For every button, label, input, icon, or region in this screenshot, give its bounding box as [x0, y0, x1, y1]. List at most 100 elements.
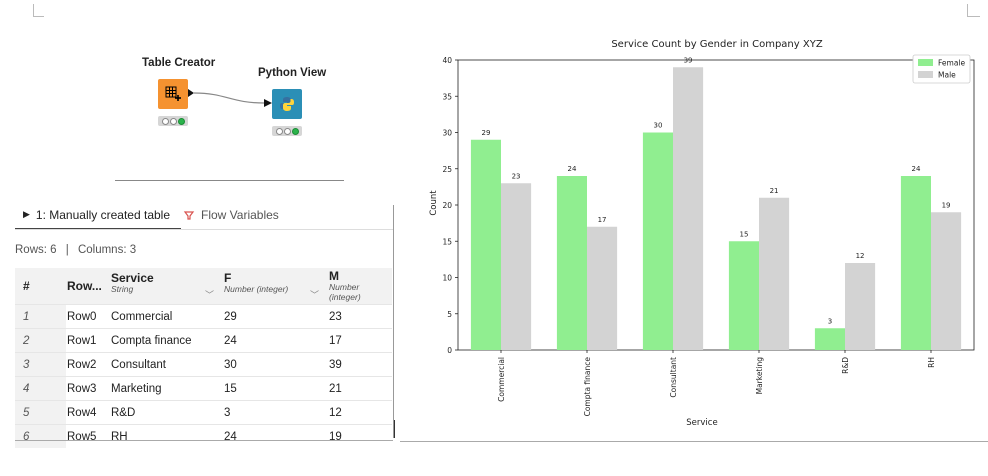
x-axis-label: Service — [686, 418, 717, 428]
cell-service: Commercial — [110, 304, 223, 329]
header-rowid[interactable]: Row... — [66, 268, 110, 305]
data-label: 39 — [684, 56, 693, 64]
table-plus-icon — [165, 86, 181, 101]
cell-index: 3 — [15, 352, 66, 377]
chevron-down-icon[interactable]: ﹀ — [204, 289, 214, 300]
table-row[interactable]: 2 Row1 Compta finance 24 17 — [15, 328, 392, 353]
y-tick-label: 10 — [442, 274, 452, 283]
table-bottom-line — [15, 440, 393, 441]
cell-service: Consultant — [110, 352, 223, 377]
bar-chart: Service Count by Gender in Company XYZ 0… — [429, 39, 975, 428]
connection-arrow — [188, 89, 272, 107]
table-row[interactable]: 6 Row5 RH 24 19 — [15, 424, 392, 448]
bar-female — [556, 176, 587, 350]
y-tick-label: 30 — [442, 129, 452, 138]
table-row[interactable]: 4 Row3 Marketing 15 21 — [15, 376, 392, 401]
cell-index: 6 — [15, 424, 66, 448]
cell-rowid: Row2 — [66, 352, 110, 377]
workflow-divider — [115, 180, 344, 181]
y-tick-label: 20 — [442, 201, 452, 210]
bar-male — [501, 183, 532, 350]
x-tick-label: Compta finance — [583, 357, 592, 417]
cell-f: 3 — [223, 400, 328, 425]
bar-female — [814, 328, 845, 350]
cell-rowid: Row4 — [66, 400, 110, 425]
cell-f: 15 — [223, 376, 328, 401]
y-tick-label: 15 — [442, 237, 452, 246]
cell-rowid: Row1 — [66, 328, 110, 353]
cell-m: 17 — [328, 328, 392, 353]
legend-label-female: Female — [938, 59, 966, 68]
status-dot-green — [177, 117, 185, 125]
python-view-node[interactable] — [272, 89, 302, 119]
y-tick-label: 5 — [447, 310, 452, 319]
data-label: 12 — [856, 252, 865, 260]
chart-bottom-line — [400, 441, 988, 442]
cell-f: 24 — [223, 424, 328, 448]
header-m[interactable]: M Number (integer) — [328, 268, 392, 305]
corner-mark-left — [33, 4, 44, 17]
cell-rowid: Row5 — [66, 424, 110, 448]
tab-flow-variables[interactable]: Flow Variables — [183, 201, 279, 228]
play-triangle-icon: ▶ — [23, 209, 30, 219]
data-label: 24 — [911, 165, 920, 173]
status-dot-red — [161, 117, 169, 125]
x-tick-label: Consultant — [669, 357, 678, 398]
bar-female — [470, 139, 501, 350]
cell-index: 1 — [15, 304, 66, 329]
data-label: 3 — [828, 317, 832, 325]
table-row[interactable]: 3 Row2 Consultant 30 39 — [15, 352, 392, 377]
header-service[interactable]: Service String ﹀ — [110, 268, 223, 305]
header-f[interactable]: F Number (integer) ﹀ — [223, 268, 328, 305]
bar-female — [642, 132, 673, 350]
data-label: 15 — [739, 230, 748, 238]
x-tick-label: Commercial — [497, 357, 506, 402]
data-label: 24 — [567, 165, 576, 173]
bar-male — [673, 67, 704, 350]
flow-variable-icon — [183, 210, 195, 220]
python-view-status — [272, 126, 302, 136]
table-row[interactable]: 1 Row0 Commercial 29 23 — [15, 304, 392, 329]
cell-m: 39 — [328, 352, 392, 377]
chart-title: Service Count by Gender in Company XYZ — [611, 39, 822, 50]
text-cursor — [394, 420, 395, 438]
legend-swatch-male — [918, 71, 933, 78]
table-row[interactable]: 5 Row4 R&D 3 12 — [15, 400, 392, 425]
node-title-table-creator: Table Creator — [142, 57, 216, 69]
status-dot-green — [291, 127, 299, 135]
bar-female — [900, 176, 931, 350]
rows-count: Rows: 6 — [15, 244, 57, 256]
data-label: 29 — [481, 129, 490, 137]
legend-swatch-female — [918, 59, 933, 66]
status-dot-yellow — [283, 127, 291, 135]
corner-mark-right — [967, 4, 980, 17]
output-tabs: ▶ 1: Manually created table Flow Variabl… — [15, 201, 393, 230]
data-table: # Row... Service String ﹀ F Number (inte… — [15, 268, 392, 448]
table-header-row: # Row... Service String ﹀ F Number (inte… — [15, 268, 392, 305]
header-index[interactable]: # — [15, 268, 66, 305]
table-creator-node[interactable] — [158, 79, 188, 109]
table-creator-status — [158, 116, 188, 126]
x-tick-label: RH — [927, 357, 936, 368]
data-label: 30 — [653, 122, 662, 130]
cell-index: 5 — [15, 400, 66, 425]
bar-male — [587, 226, 618, 350]
cell-f: 30 — [223, 352, 328, 377]
y-tick-label: 35 — [442, 92, 452, 101]
chevron-down-icon[interactable]: ﹀ — [309, 289, 319, 300]
cell-f: 24 — [223, 328, 328, 353]
cell-m: 23 — [328, 304, 392, 329]
cell-rowid: Row3 — [66, 376, 110, 401]
tab-manually-created-table[interactable]: ▶ 1: Manually created table — [15, 201, 181, 230]
cell-m: 12 — [328, 400, 392, 425]
data-label: 19 — [942, 201, 951, 209]
cell-index: 2 — [15, 328, 66, 353]
python-icon — [280, 97, 294, 111]
data-label: 23 — [512, 172, 521, 180]
data-label: 17 — [598, 216, 607, 224]
cell-rowid: Row0 — [66, 304, 110, 329]
data-label: 21 — [770, 187, 779, 195]
cell-service: R&D — [110, 400, 223, 425]
legend-label-male: Male — [938, 71, 956, 80]
cell-m: 21 — [328, 376, 392, 401]
